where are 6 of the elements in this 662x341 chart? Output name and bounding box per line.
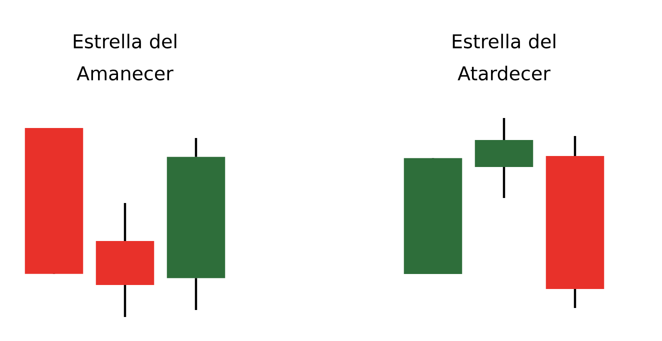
candlestick (546, 134, 604, 310)
candlestick (96, 202, 154, 318)
candlestick (474, 116, 534, 200)
chart-title: Estrella del Atardecer (452, 34, 556, 80)
chart-title: Estrella del Amanecer (74, 34, 176, 80)
candlestick (166, 136, 226, 312)
